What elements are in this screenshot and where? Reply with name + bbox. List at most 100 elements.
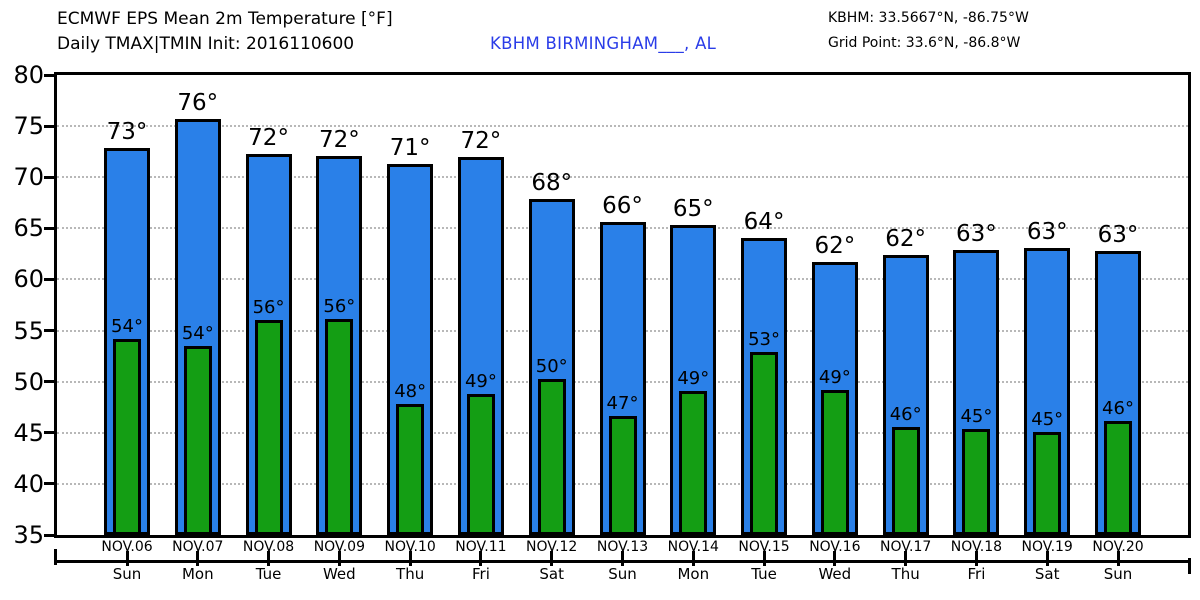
y-tick-mark — [44, 124, 54, 128]
y-tick-mark — [44, 533, 54, 537]
y-tick-mark — [44, 380, 54, 384]
x-tick-mark — [1116, 551, 1120, 566]
tmin-bar — [325, 319, 354, 535]
x-tick-date: NOV.07 — [172, 539, 224, 555]
tmax-value-label: 68° — [531, 169, 573, 196]
x-tick-weekday: Sat — [539, 565, 564, 583]
y-tick-label: 80 — [13, 61, 44, 89]
y-tick-label: 35 — [13, 521, 44, 549]
gridline — [57, 125, 1188, 128]
x-tick-mark — [691, 551, 695, 566]
x-tick-date: NOV.20 — [1092, 539, 1144, 555]
tmin-bar — [962, 428, 991, 535]
x-axis-end-tick — [54, 549, 57, 565]
tmin-bar — [254, 320, 283, 535]
y-tick-label: 55 — [13, 316, 44, 345]
tmin-value-label: 45° — [960, 405, 993, 427]
x-tick-date: NOV.19 — [1021, 539, 1073, 555]
x-tick-mark — [621, 551, 624, 566]
x-tick-date: NOV.17 — [879, 539, 932, 555]
x-tick-weekday: Mon — [181, 565, 214, 583]
tmax-value-label: 66° — [602, 193, 643, 220]
tmin-value-label: 56° — [323, 296, 356, 318]
x-tick-mark — [550, 551, 554, 566]
x-tick-mark — [125, 551, 129, 566]
tmin-bar — [750, 352, 779, 535]
x-tick-date: NOV.16 — [809, 539, 861, 555]
tmin-bar — [183, 345, 212, 535]
x-tick-weekday: Sat — [1034, 565, 1060, 583]
y-tick-label: 40 — [13, 469, 44, 498]
station-link[interactable]: KBHM BIRMINGHAM___, AL — [490, 34, 717, 53]
tmin-bar — [396, 404, 425, 535]
x-tick-weekday: Thu — [891, 565, 920, 583]
tmin-value-label: 46° — [1102, 397, 1134, 419]
tmin-bar — [820, 389, 849, 535]
tmin-bar — [891, 426, 920, 535]
tmin-value-label: 53° — [748, 329, 781, 351]
y-tick-label: 50 — [13, 367, 44, 396]
tmin-value-label: 46° — [889, 403, 922, 425]
tmin-value-label: 45° — [1031, 408, 1064, 430]
x-tick-mark — [904, 551, 908, 566]
y-tick-label: 75 — [13, 112, 44, 141]
tmax-value-label: 72° — [460, 127, 502, 154]
tmin-value-label: 50° — [535, 355, 568, 377]
x-tick-date: NOV.15 — [738, 539, 790, 555]
x-tick-mark — [408, 551, 412, 566]
x-tick-weekday: Sun — [608, 565, 637, 583]
tmax-value-label: 76° — [177, 89, 219, 116]
x-tick-weekday: Tue — [751, 565, 777, 583]
x-tick-weekday: Sun — [1103, 565, 1133, 583]
y-tick-label: 65 — [13, 214, 44, 243]
tmax-value-label: 72° — [318, 126, 360, 153]
y-tick-mark — [44, 431, 54, 435]
tmin-value-label: 49° — [818, 366, 851, 388]
chart-title: ECMWF EPS Mean 2m Temperature [°F] — [57, 9, 393, 29]
y-tick-mark — [44, 482, 54, 486]
x-tick-date: NOV.10 — [384, 539, 436, 555]
y-tick-label: 60 — [13, 265, 44, 294]
tmax-value-label: 62° — [885, 225, 927, 252]
tmin-value-label: 56° — [252, 297, 285, 319]
tmin-value-label: 47° — [606, 393, 639, 415]
x-tick-weekday: Tue — [255, 565, 282, 583]
tmin-value-label: 48° — [394, 381, 427, 403]
x-tick-mark — [762, 551, 766, 566]
x-tick-date: NOV.18 — [950, 539, 1003, 555]
y-tick-mark — [44, 277, 54, 281]
x-tick-date: NOV.13 — [596, 539, 649, 555]
x-tick-weekday: Fri — [967, 565, 986, 583]
tmin-bar — [1104, 420, 1132, 535]
station-coordinates: KBHM: 33.5667°N, -86.75°W — [828, 10, 1029, 26]
tmax-value-label: 65° — [672, 196, 714, 223]
x-tick-date: NOV.12 — [526, 539, 578, 555]
tmax-value-label: 64° — [743, 208, 785, 235]
x-tick-date: NOV.14 — [667, 539, 719, 555]
tmin-value-label: 49° — [464, 370, 497, 392]
tmax-value-label: 63° — [956, 220, 997, 247]
x-tick-weekday: Fri — [471, 565, 490, 583]
tmin-value-label: 49° — [677, 367, 710, 389]
x-tick-mark — [196, 551, 200, 566]
tmax-value-label: 73° — [106, 118, 148, 145]
x-tick-date: NOV.08 — [242, 539, 295, 555]
tmin-bar — [113, 338, 141, 535]
tmax-value-label: 71° — [389, 134, 431, 161]
x-tick-date: NOV.06 — [101, 539, 153, 555]
y-tick-label: 70 — [13, 163, 44, 192]
y-tick-mark — [44, 329, 54, 333]
x-tick-weekday: Mon — [677, 565, 710, 583]
y-tick-mark — [44, 226, 54, 230]
x-tick-mark — [833, 551, 837, 566]
x-tick-weekday: Wed — [818, 565, 852, 583]
tmin-value-label: 54° — [181, 322, 214, 344]
y-tick-mark — [44, 73, 54, 77]
x-tick-date: NOV.09 — [313, 539, 365, 555]
grid-point-coordinates: Grid Point: 33.6°N, -86.8°W — [828, 35, 1021, 51]
tmax-value-label: 62° — [814, 233, 856, 260]
x-tick-mark — [267, 551, 271, 566]
y-tick-label: 45 — [13, 418, 44, 447]
tmin-bar — [466, 393, 495, 535]
